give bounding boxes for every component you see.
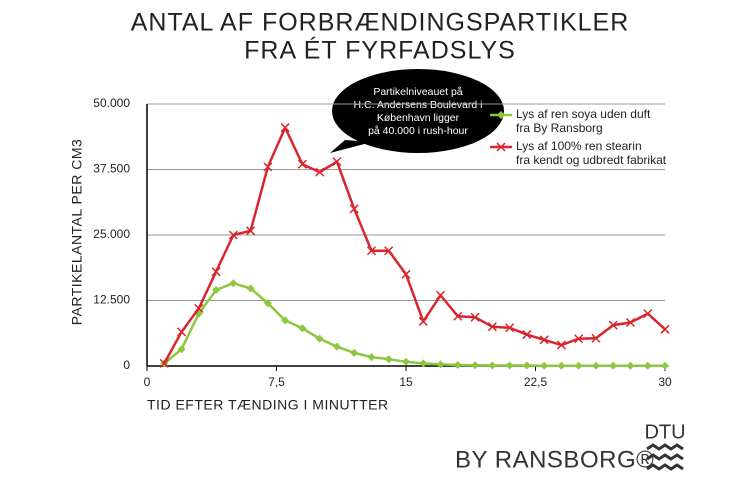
point xyxy=(436,290,446,300)
point xyxy=(315,334,324,343)
point xyxy=(557,361,566,370)
legend-label: Lys af ren soya uden duft xyxy=(516,107,651,121)
point xyxy=(229,279,238,288)
point xyxy=(436,360,445,369)
point xyxy=(211,267,221,277)
point xyxy=(297,159,307,169)
point xyxy=(540,361,549,370)
point xyxy=(298,324,307,333)
point xyxy=(367,353,376,362)
point xyxy=(281,316,290,325)
point xyxy=(574,361,583,370)
chart-title: FRA ÉT FYRFADSLYS xyxy=(244,36,516,65)
series-line xyxy=(163,126,666,364)
point xyxy=(194,303,204,313)
point xyxy=(505,323,515,333)
annotation: København ligger xyxy=(377,112,460,124)
y-tick-label: 12.500 xyxy=(93,293,130,307)
point xyxy=(470,312,480,322)
point xyxy=(661,361,669,370)
point xyxy=(366,246,376,256)
y-tick-label: 50.000 xyxy=(93,96,130,110)
point xyxy=(177,345,186,354)
bubble-tail xyxy=(330,140,372,153)
point xyxy=(453,311,463,321)
point xyxy=(591,333,601,343)
y-tick-label: 0 xyxy=(123,358,130,372)
point xyxy=(159,358,169,368)
legend-label: Lys af 100% ren stearin xyxy=(516,139,642,153)
point xyxy=(349,204,359,214)
brand: BY RANSBORG® xyxy=(455,446,654,473)
logo: DTU xyxy=(644,421,685,443)
point xyxy=(453,360,462,369)
point xyxy=(608,320,618,330)
point xyxy=(263,162,273,172)
legend-label: fra kendt og udbredt fabrikat xyxy=(516,153,667,167)
annotation-bubble: Partikelniveauet på H.C. Andersens Boule… xyxy=(330,69,504,153)
point xyxy=(246,226,256,236)
point xyxy=(625,317,635,328)
legend-marker xyxy=(497,111,505,119)
point xyxy=(643,309,653,319)
point xyxy=(609,361,618,370)
point xyxy=(574,334,584,344)
point xyxy=(228,230,238,240)
point xyxy=(626,361,635,370)
point xyxy=(315,167,325,177)
point xyxy=(487,322,497,332)
point xyxy=(402,357,410,366)
point xyxy=(539,335,549,345)
point xyxy=(212,286,221,295)
x-tick-label: 15 xyxy=(399,375,413,389)
logo-mark xyxy=(646,443,684,471)
x-tick-label: 0 xyxy=(144,375,151,389)
bubble xyxy=(332,69,504,153)
point xyxy=(384,355,393,364)
point xyxy=(332,157,342,167)
point xyxy=(350,348,359,357)
point xyxy=(263,299,272,308)
x-tick-label: 7,5 xyxy=(268,375,285,389)
legend-marker xyxy=(496,142,506,152)
point xyxy=(177,327,187,337)
y-axis-label: PARTIKELANTAL PER CM3 xyxy=(69,139,85,326)
x-tick-label: 22,5 xyxy=(524,375,548,389)
point xyxy=(418,316,428,326)
point xyxy=(401,269,411,279)
point xyxy=(332,342,341,351)
point xyxy=(556,340,566,350)
point xyxy=(471,361,480,370)
annotation: Partikelniveauet på xyxy=(373,86,462,98)
x-tick-label: 30 xyxy=(658,375,672,389)
point xyxy=(419,359,428,368)
point xyxy=(522,361,531,370)
y-tick-label: 25.000 xyxy=(93,227,130,241)
point xyxy=(280,123,290,133)
point xyxy=(384,246,394,256)
point xyxy=(505,361,514,370)
point xyxy=(660,324,670,334)
annotation: på 40.000 i rush-hour xyxy=(368,125,468,137)
point xyxy=(246,284,255,293)
chart-title: ANTAL AF FORBRÆNDINGSPARTIKLER xyxy=(131,9,630,37)
point xyxy=(643,361,652,370)
point xyxy=(522,330,532,340)
point xyxy=(591,361,600,370)
point xyxy=(488,361,497,370)
y-tick-label: 37.500 xyxy=(93,162,130,176)
legend-label: fra By Ransborg xyxy=(516,121,603,135)
annotation: H.C. Andersens Boulevard i xyxy=(354,99,483,111)
x-axis-label: TID EFTER TÆNDING I MINUTTER xyxy=(147,397,389,413)
